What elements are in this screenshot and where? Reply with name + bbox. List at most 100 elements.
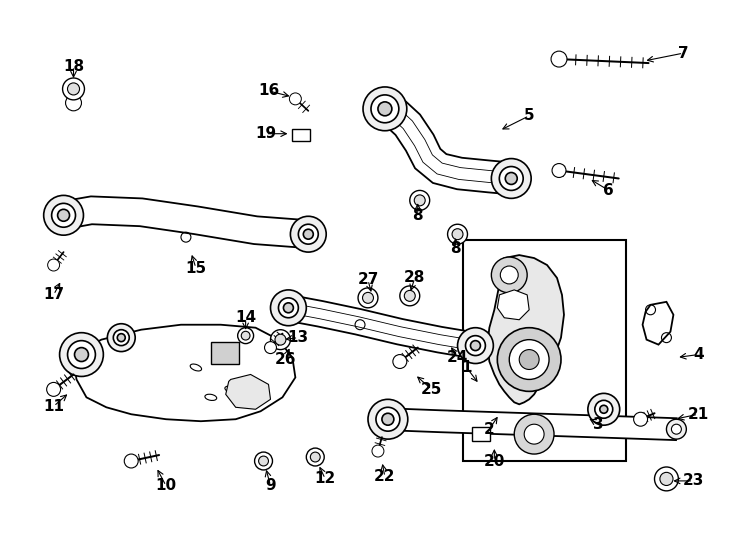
Text: 12: 12	[315, 471, 336, 487]
Circle shape	[457, 328, 493, 363]
Circle shape	[404, 291, 415, 301]
Circle shape	[552, 164, 566, 178]
Circle shape	[672, 424, 681, 434]
Text: 1: 1	[461, 360, 472, 375]
FancyBboxPatch shape	[292, 129, 310, 140]
Circle shape	[47, 382, 61, 396]
Text: 4: 4	[693, 347, 704, 362]
Text: 8: 8	[413, 208, 423, 223]
Text: 13: 13	[288, 330, 309, 345]
Circle shape	[368, 400, 408, 439]
Circle shape	[660, 472, 673, 485]
Circle shape	[515, 414, 554, 454]
Circle shape	[258, 456, 269, 466]
Circle shape	[505, 172, 517, 185]
Circle shape	[275, 334, 286, 345]
Circle shape	[306, 448, 324, 466]
Ellipse shape	[205, 394, 217, 401]
Text: 25: 25	[421, 382, 443, 397]
Circle shape	[283, 303, 294, 313]
Circle shape	[509, 340, 549, 380]
Circle shape	[393, 355, 407, 368]
Circle shape	[501, 266, 518, 284]
Circle shape	[595, 400, 613, 418]
Circle shape	[491, 257, 527, 293]
Text: 11: 11	[43, 399, 64, 414]
Circle shape	[382, 413, 394, 425]
Ellipse shape	[225, 386, 236, 393]
Text: 24: 24	[447, 350, 468, 365]
Circle shape	[303, 229, 313, 239]
Circle shape	[410, 191, 429, 210]
Circle shape	[310, 452, 320, 462]
Circle shape	[371, 95, 399, 123]
Text: 28: 28	[404, 271, 426, 286]
Circle shape	[298, 224, 319, 244]
Circle shape	[414, 195, 425, 206]
Text: 16: 16	[258, 83, 279, 98]
Circle shape	[271, 330, 291, 349]
Circle shape	[59, 333, 103, 376]
Circle shape	[241, 331, 250, 340]
Circle shape	[291, 217, 326, 252]
Polygon shape	[61, 197, 309, 248]
Circle shape	[107, 323, 135, 352]
Circle shape	[57, 210, 70, 221]
Text: 7: 7	[678, 45, 688, 60]
Circle shape	[666, 419, 686, 439]
Text: 27: 27	[357, 273, 379, 287]
Circle shape	[124, 454, 138, 468]
Circle shape	[271, 290, 306, 326]
Text: 23: 23	[683, 474, 704, 488]
Circle shape	[255, 452, 272, 470]
Text: 17: 17	[43, 287, 64, 302]
Polygon shape	[388, 408, 677, 440]
Text: 6: 6	[603, 183, 614, 198]
Circle shape	[363, 87, 407, 131]
Circle shape	[43, 195, 84, 235]
FancyBboxPatch shape	[462, 240, 625, 461]
Text: 3: 3	[594, 417, 604, 431]
Circle shape	[465, 336, 485, 355]
Circle shape	[358, 288, 378, 308]
Polygon shape	[379, 94, 512, 194]
Text: 19: 19	[255, 126, 276, 141]
Text: 15: 15	[185, 260, 206, 275]
Circle shape	[499, 166, 523, 191]
Circle shape	[470, 341, 481, 350]
Circle shape	[378, 102, 392, 116]
Circle shape	[633, 412, 647, 426]
Polygon shape	[487, 255, 564, 404]
Circle shape	[519, 349, 539, 369]
Text: 18: 18	[63, 58, 84, 73]
Text: 26: 26	[275, 352, 297, 367]
Circle shape	[363, 292, 374, 303]
FancyBboxPatch shape	[473, 427, 490, 441]
Circle shape	[400, 286, 420, 306]
Circle shape	[65, 95, 81, 111]
Circle shape	[498, 328, 561, 392]
Circle shape	[238, 328, 253, 343]
Polygon shape	[226, 374, 271, 409]
FancyBboxPatch shape	[211, 342, 239, 363]
Circle shape	[655, 467, 678, 491]
Text: 5: 5	[524, 109, 534, 123]
Circle shape	[117, 334, 126, 342]
Polygon shape	[498, 290, 529, 320]
Circle shape	[68, 341, 95, 368]
Text: 20: 20	[484, 454, 505, 469]
Circle shape	[600, 406, 608, 413]
Circle shape	[448, 224, 468, 244]
Circle shape	[524, 424, 544, 444]
Circle shape	[376, 407, 400, 431]
Circle shape	[372, 445, 384, 457]
Circle shape	[289, 93, 302, 105]
Circle shape	[452, 229, 463, 240]
Circle shape	[51, 204, 76, 227]
Circle shape	[491, 159, 531, 198]
Polygon shape	[642, 302, 673, 345]
Circle shape	[68, 83, 79, 95]
Text: 10: 10	[156, 478, 177, 494]
Polygon shape	[286, 295, 478, 359]
Circle shape	[264, 342, 277, 354]
